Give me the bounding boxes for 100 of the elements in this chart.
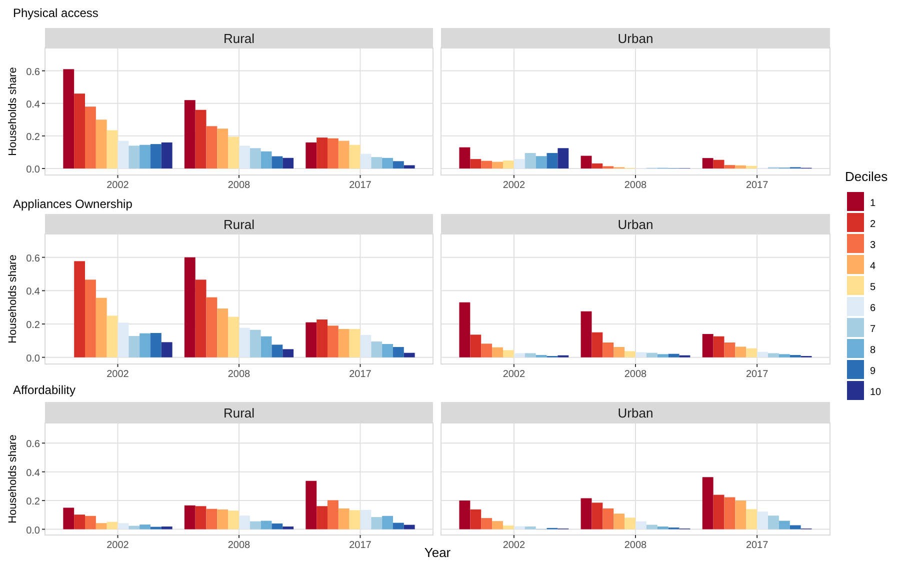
bar xyxy=(217,128,228,168)
bar xyxy=(492,521,503,530)
bar xyxy=(636,521,646,530)
bar xyxy=(85,516,96,530)
bar xyxy=(382,516,393,530)
legend-label: 1 xyxy=(870,198,876,209)
bar xyxy=(161,142,172,168)
bar xyxy=(746,348,758,358)
bar xyxy=(592,163,603,168)
bar xyxy=(306,142,317,168)
chart-title: Appliances Ownership xyxy=(13,197,133,211)
bar xyxy=(282,158,294,168)
bar xyxy=(713,494,724,530)
bar xyxy=(404,352,415,358)
bar xyxy=(328,500,338,530)
legend-label: 9 xyxy=(870,366,876,377)
y-tick-label: 0.4 xyxy=(26,468,40,479)
bar xyxy=(328,138,338,168)
chart-subtitle: Rural xyxy=(223,31,255,46)
legend-label: 7 xyxy=(870,324,876,335)
y-axis-title: Households share xyxy=(7,254,19,344)
bar xyxy=(306,322,317,358)
legend-label: 4 xyxy=(870,261,876,272)
bar xyxy=(470,334,482,358)
bar xyxy=(206,508,218,530)
bar xyxy=(184,505,196,530)
bar xyxy=(316,506,328,530)
bar xyxy=(85,280,96,358)
bar xyxy=(74,514,86,530)
bar xyxy=(778,520,790,530)
bar xyxy=(96,298,107,358)
bar xyxy=(614,347,625,358)
legend-label: 3 xyxy=(870,240,876,251)
bar xyxy=(502,160,514,168)
bar xyxy=(338,140,350,168)
bar xyxy=(140,144,150,168)
bar xyxy=(349,510,360,530)
bar xyxy=(558,148,569,168)
bar xyxy=(768,353,779,358)
bar xyxy=(580,311,592,358)
bar xyxy=(250,330,261,358)
bar xyxy=(349,329,360,358)
bar xyxy=(206,126,218,168)
bar xyxy=(74,94,86,168)
x-tick-label: 2017 xyxy=(746,369,769,380)
bar xyxy=(602,508,614,530)
bar xyxy=(316,320,328,358)
x-tick-label: 2017 xyxy=(746,180,769,191)
legend-label: 10 xyxy=(870,387,882,398)
bar xyxy=(106,316,118,358)
x-tick-label: 2017 xyxy=(349,540,372,551)
bar xyxy=(602,342,614,358)
chart-subtitle: Urban xyxy=(618,31,654,46)
bar xyxy=(228,136,239,168)
bar xyxy=(470,509,482,530)
bar xyxy=(492,347,503,358)
bar xyxy=(282,349,294,358)
bar xyxy=(735,346,746,358)
x-tick-label: 2002 xyxy=(502,369,526,380)
x-tick-label: 2017 xyxy=(349,369,372,380)
bar xyxy=(217,308,228,358)
bar xyxy=(514,353,525,358)
x-tick-label: 2002 xyxy=(502,540,526,551)
bar xyxy=(592,332,603,358)
bar xyxy=(524,153,536,168)
bar xyxy=(228,316,239,358)
bar xyxy=(228,510,239,530)
bar xyxy=(338,329,350,358)
bar xyxy=(328,326,338,358)
bar xyxy=(349,144,360,168)
bar xyxy=(592,502,603,530)
bar xyxy=(624,518,636,530)
bar xyxy=(404,524,415,530)
x-tick-label: 2002 xyxy=(106,540,130,551)
x-axis-title: Year xyxy=(424,545,452,560)
bar xyxy=(392,522,404,530)
y-tick-label: 0.4 xyxy=(26,99,40,110)
x-tick-label: 2002 xyxy=(106,180,130,191)
bar xyxy=(382,344,393,358)
bar xyxy=(96,523,107,530)
y-tick-label: 0.0 xyxy=(26,164,40,176)
bar xyxy=(128,526,140,530)
chart-subtitle: Rural xyxy=(223,406,255,420)
bar xyxy=(316,138,328,168)
x-tick-label: 2008 xyxy=(624,540,648,551)
legend-label: 8 xyxy=(870,345,876,356)
x-tick-label: 2002 xyxy=(106,369,130,380)
x-tick-label: 2008 xyxy=(624,369,648,380)
bar xyxy=(118,140,129,168)
bar xyxy=(746,166,758,168)
bar xyxy=(63,508,74,530)
bar xyxy=(713,336,724,358)
bar xyxy=(239,328,250,358)
y-axis-title: Households share xyxy=(7,67,19,156)
bar xyxy=(392,161,404,168)
chart-title: Affordability xyxy=(13,383,76,397)
bar xyxy=(702,158,714,168)
bar xyxy=(580,156,592,168)
y-tick-label: 0.2 xyxy=(26,132,40,143)
bar xyxy=(217,509,228,530)
